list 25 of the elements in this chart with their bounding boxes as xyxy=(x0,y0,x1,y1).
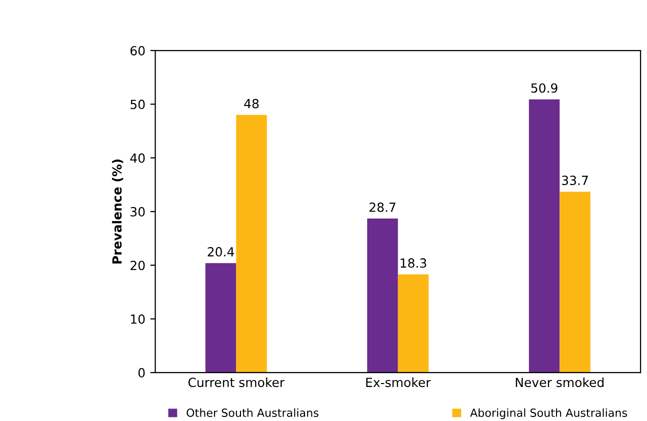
data-label: 28.7 xyxy=(370,202,396,212)
bar xyxy=(205,263,236,373)
y-tick-label: 0 xyxy=(138,368,145,378)
y-tick-label: 50 xyxy=(130,100,145,110)
data-label: 18.3 xyxy=(400,258,426,268)
bar xyxy=(398,274,429,373)
y-tick-label: 30 xyxy=(130,207,145,216)
y-tick-label: 60 xyxy=(130,46,145,56)
y-tick-label: 20 xyxy=(130,260,145,270)
data-label: 33.7 xyxy=(562,176,588,186)
x-tick-label: Current smoker xyxy=(188,377,285,388)
data-label: 20.4 xyxy=(208,247,234,256)
legend-label: Aboriginal South Australians xyxy=(470,408,628,420)
y-tick-label: 10 xyxy=(131,314,145,324)
bar xyxy=(236,114,267,373)
data-label: 50.9 xyxy=(531,83,558,93)
y-axis-title: Prevalence (%) xyxy=(112,160,124,264)
legend-label: Other South Australians xyxy=(186,408,318,417)
data-label: 48 xyxy=(244,98,259,108)
bar xyxy=(528,99,560,373)
x-tick-label: Ex-smoker xyxy=(366,377,431,388)
x-tick-label: Never smoked xyxy=(516,377,604,388)
bar xyxy=(367,218,398,373)
y-tick-label: 40 xyxy=(130,153,145,163)
bar xyxy=(560,192,590,373)
